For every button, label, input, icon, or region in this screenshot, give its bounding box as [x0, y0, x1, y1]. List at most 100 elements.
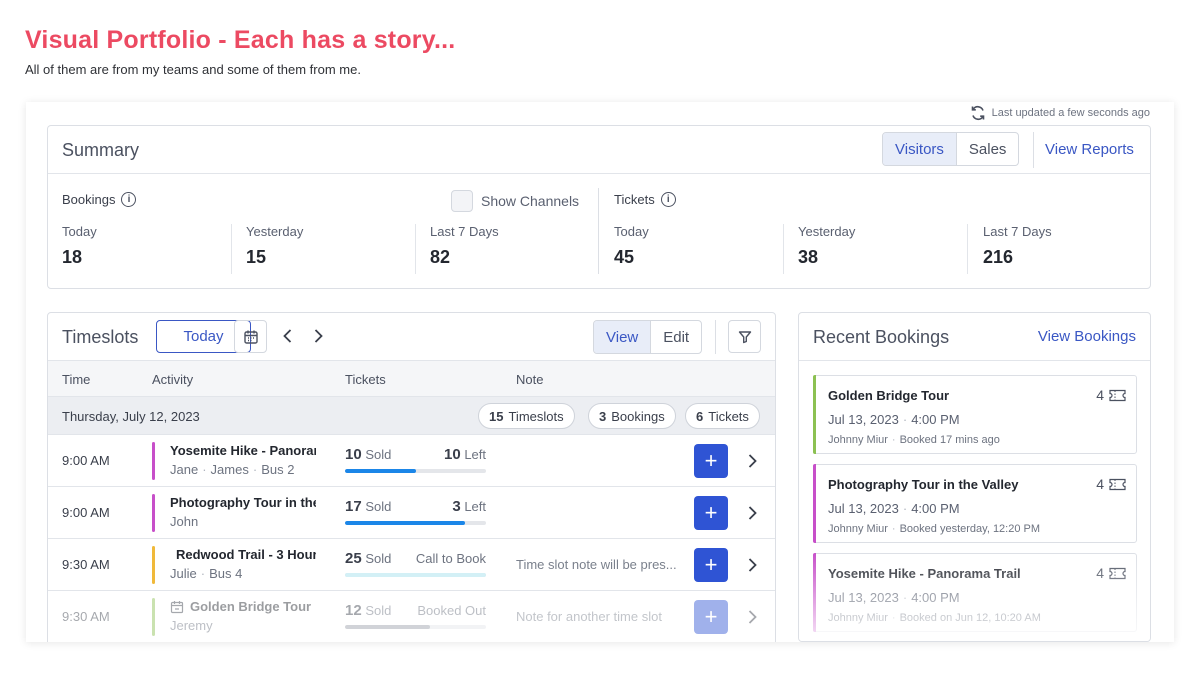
summary-card: Summary Visitors Sales View Reports Book… — [47, 125, 1151, 289]
badge-count: 3 — [599, 408, 607, 424]
add-booking-button[interactable]: + — [694, 600, 728, 634]
activity-cell[interactable]: Golden Bridge Tour Jeremy — [170, 599, 316, 633]
activity-detail: Bus 4 — [209, 566, 243, 581]
activity-title: Redwood Trail - 3 Hours — [176, 547, 316, 562]
today-button[interactable]: Today — [156, 320, 251, 353]
booking-meta: Johnny Miur · Booked on Jun 12, 10:20 AM — [828, 612, 1041, 624]
booking-color-bar — [813, 375, 816, 454]
table-row[interactable]: 9:00 AM Photography Tour in the Valley Joh… — [48, 487, 775, 539]
booking-card[interactable]: Yosemite Hike - Panorama Trail 4 Jul 13, 2… — [813, 553, 1137, 632]
chevron-right-icon[interactable] — [742, 555, 762, 575]
tab-sales[interactable]: Sales — [968, 140, 1007, 158]
table-row[interactable]: 9:00 AM Yosemite Hike - Panorama Trail Jan… — [48, 435, 775, 487]
group-date: Thursday, July 12, 2023 — [62, 409, 200, 424]
table-row[interactable]: 9:30 AM Redwood Trail - 3 Hours Julie · Bus … — [48, 539, 775, 591]
booking-datetime: Jul 13, 2023 · 4:00 PM — [828, 412, 960, 427]
activity-cell[interactable]: Yosemite Hike - Panorama TrailJane·James… — [170, 443, 316, 477]
tickets-remaining: 10 Left — [404, 446, 486, 463]
activity-color-bar — [152, 442, 155, 480]
stat-label: Last 7 Days — [983, 224, 1052, 239]
booking-time: 4:00 PM — [911, 412, 960, 427]
chevron-right-icon[interactable] — [742, 503, 762, 523]
chevron-right-icon[interactable] — [742, 607, 762, 627]
add-booking-button[interactable]: + — [694, 496, 728, 530]
activity-detail: James — [210, 462, 249, 477]
show-channels-checkbox[interactable] — [451, 190, 473, 212]
recent-bookings-header: Recent Bookings View Bookings — [799, 313, 1150, 361]
info-icon[interactable]: i — [121, 192, 137, 207]
ticket-count: 4 — [1096, 565, 1104, 581]
tab-edit[interactable]: Edit — [663, 328, 690, 346]
booking-meta: Johnny Miur · Booked 17 mins ago — [828, 434, 1000, 446]
stat-value: 45 — [614, 247, 635, 267]
slot-time: 9:30 AM — [62, 609, 110, 624]
stat-label: Last 7 Days — [430, 224, 499, 239]
activity-color-bar — [152, 546, 155, 584]
stat-label: Today — [62, 224, 97, 239]
tab-view[interactable]: View — [594, 321, 652, 353]
tickets-sold: 10 Sold — [345, 446, 391, 463]
slot-time: 9:30 AM — [62, 557, 110, 572]
slot-note: Time slot note will be pres... — [516, 557, 677, 572]
booking-card[interactable]: Golden Bridge Tour 4 Jul 13, 2023 · 4:00 PM J… — [813, 375, 1137, 454]
tab-visitors[interactable]: Visitors — [883, 133, 957, 165]
sold-label: Sold — [365, 499, 392, 514]
calendar-picker-button[interactable] — [234, 320, 267, 353]
last-updated-status: Last updated a few seconds ago — [970, 105, 1150, 121]
info-icon[interactable]: i — [660, 192, 676, 207]
add-booking-button[interactable]: + — [694, 444, 728, 478]
stat-divider — [231, 224, 232, 274]
stat-value: 82 — [430, 247, 451, 267]
calendar-icon — [170, 600, 184, 613]
tickets-count-badge: 6 Tickets — [685, 403, 760, 429]
summary-header: Summary Visitors Sales View Reports — [48, 126, 1150, 174]
chevron-right-icon[interactable] — [308, 326, 328, 346]
recent-bookings-card: Recent Bookings View Bookings Golden Bri… — [798, 312, 1151, 642]
capacity-progress-fill — [345, 521, 465, 525]
booking-ticket-count: 4 — [1096, 565, 1126, 581]
booked-at: Booked 17 mins ago — [899, 434, 1000, 446]
date-group-header: Thursday, July 12, 2023 15 Timeslots 3 Boo… — [48, 397, 775, 435]
tickets-sold: 17 Sold — [345, 498, 391, 515]
tickets-label: Tickets — [614, 192, 655, 207]
activity-cell[interactable]: Photography Tour in the Valley John — [170, 495, 316, 529]
stat-label: Yesterday — [798, 224, 856, 239]
chevron-left-icon[interactable] — [278, 326, 298, 346]
header-divider — [1033, 132, 1034, 168]
table-row[interactable]: 9:30 AM Golden Bridge Tour Jeremy 12 Sold B… — [48, 591, 775, 642]
chevron-right-icon[interactable] — [742, 451, 762, 471]
booking-time: 4:00 PM — [911, 501, 960, 516]
stat-tickets-yesterday: Yesterday 38 — [798, 224, 855, 268]
filter-button[interactable] — [728, 320, 761, 353]
stat-label: Yesterday — [246, 224, 304, 239]
stat-divider — [415, 224, 416, 274]
last-updated-text: Last updated a few seconds ago — [991, 107, 1150, 119]
stat-tickets-last-7-days: Last 7 Days 216 — [983, 224, 1052, 268]
activity-detail: Jeremy — [170, 618, 213, 633]
summary-tabs: Visitors Sales — [882, 132, 1020, 166]
ticket-count: 4 — [1096, 387, 1104, 403]
view-bookings-link[interactable]: View Bookings — [1037, 328, 1136, 345]
add-booking-button[interactable]: + — [694, 548, 728, 582]
booked-at: Booked yesterday, 12:20 PM — [899, 523, 1041, 535]
dashboard-frame: Last updated a few seconds ago Summary V… — [26, 102, 1174, 642]
activity-cell[interactable]: Redwood Trail - 3 Hours Julie · Bus 4 — [170, 547, 316, 581]
bookings-metric-label: Bookings i — [62, 192, 137, 207]
activity-detail: Julie — [170, 566, 197, 581]
refresh-icon[interactable] — [970, 105, 986, 121]
sold-label: Sold — [365, 551, 392, 566]
capacity-progress-fill — [345, 573, 486, 577]
column-activity: Activity — [152, 372, 194, 387]
tickets-metric-label: Tickets i — [614, 192, 676, 207]
left-label: Left — [464, 499, 486, 514]
plus-icon: + — [704, 552, 718, 577]
booking-card[interactable]: Photography Tour in the Valley 4 Jul 13, 2… — [813, 464, 1137, 543]
stat-bookings-today: Today 18 — [62, 224, 97, 268]
tickets-remaining: Booked Out — [404, 602, 486, 619]
show-channels-toggle[interactable]: Show Channels — [451, 190, 579, 212]
sold-label: Sold — [365, 447, 392, 462]
booking-meta: Johnny Miur · Booked yesterday, 12:20 PM — [828, 523, 1041, 535]
view-reports-link[interactable]: View Reports — [1045, 141, 1134, 158]
timeslots-header: Timeslots Today View Edit — [48, 313, 775, 361]
slot-time: 9:00 AM — [62, 453, 110, 468]
